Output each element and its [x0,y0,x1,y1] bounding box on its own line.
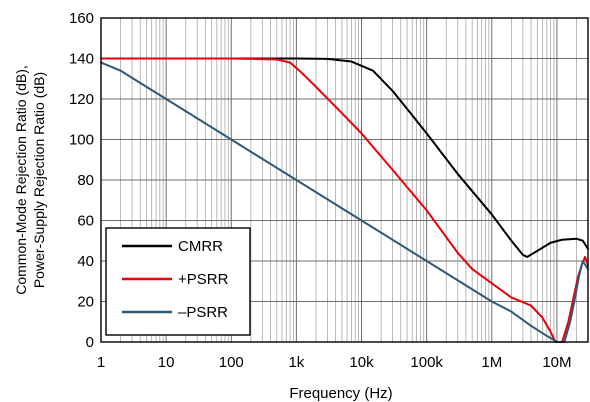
legend: CMRR +PSRR –PSRR [105,227,251,336]
y-tick-label: 160 [69,10,94,27]
x-tick-label: 1 [97,354,105,371]
x-tick-label: 10 [158,354,175,371]
y-tick-labels: 0 20 40 60 80 100 120 140 160 [69,10,94,351]
series-layer [100,57,589,343]
y-tick-label: 40 [77,253,94,270]
x-tick-label: 1M [481,354,502,371]
y-tick-label: 60 [77,213,94,230]
x-tick-label: 100 [219,354,244,371]
series-line [100,61,589,343]
series-line [100,57,589,343]
y-tick-label: 0 [86,334,94,351]
x-axis-label: Frequency (Hz) [289,385,392,402]
x-tick-label: 100k [410,354,443,371]
y-axis-label-line1: Common-Mode Rejection Ratio (dB), [13,65,29,295]
plot-area-frame [100,17,589,343]
legend-label: +PSRR [178,271,229,288]
y-tick-label: 80 [77,172,94,189]
y-tick-label: 100 [69,132,94,149]
x-tick-label: 10k [349,354,374,371]
x-tick-label: 1k [288,354,304,371]
y-tick-label: 140 [69,51,94,68]
legend-label: –PSRR [178,304,228,321]
y-tick-label: 120 [69,91,94,108]
y-axis-label-line2: Power-Supply Rejection Ratio (dB) [31,72,47,288]
x-tick-label: 10M [542,354,571,371]
series-line [100,57,589,258]
x-tick-labels: 1 10 100 1k 10k 100k 1M 10M [97,354,572,371]
legend-label: CMRR [178,238,223,255]
y-tick-label: 20 [77,294,94,311]
